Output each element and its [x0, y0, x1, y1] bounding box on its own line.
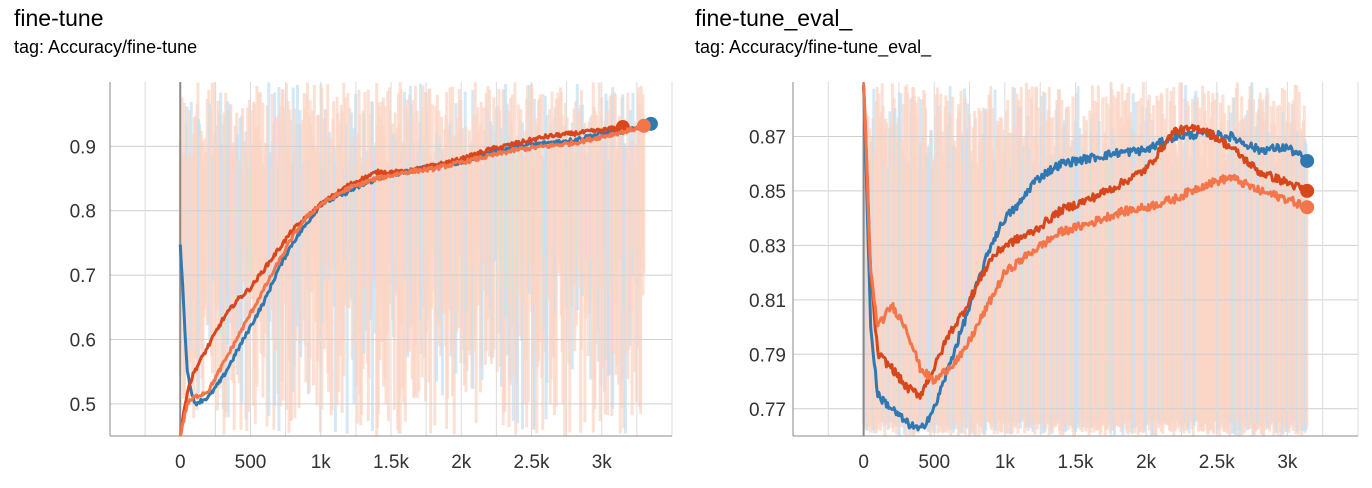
x-tick-label: 2.5k: [514, 452, 550, 473]
series-end-marker: [636, 118, 651, 133]
x-tick-label: 3k: [1277, 452, 1298, 473]
x-tick-label: 2k: [451, 452, 472, 473]
y-tick-label: 0.7: [70, 266, 96, 287]
x-tick-label: 2k: [1136, 452, 1157, 473]
x-tick-label: 3k: [592, 452, 613, 473]
x-tick-label: 500: [918, 452, 950, 473]
series-line: [862, 85, 1309, 432]
chart-title: fine-tune: [14, 5, 104, 31]
y-tick-label: 0.81: [749, 291, 786, 312]
series-end-marker: [1300, 153, 1315, 168]
series-line: [862, 83, 1308, 385]
chart-panel-fine-tune-eval: fine-tune_eval_ tag: Accuracy/fine-tune_…: [686, 0, 1372, 488]
x-tick-label: 500: [235, 452, 267, 473]
series-end-marker: [1300, 183, 1315, 198]
chart-subtitle: tag: Accuracy/fine-tune: [14, 37, 198, 57]
x-tick-label: 1k: [995, 452, 1016, 473]
series-line: [862, 85, 1308, 400]
x-tick-label: 1k: [311, 452, 332, 473]
y-tick-label: 0.87: [749, 127, 786, 148]
y-tick-label: 0.6: [70, 330, 96, 351]
series-end-marker: [1300, 200, 1315, 215]
grid: [792, 82, 1359, 436]
chart-plot: 0.5 0.6 0.7 0.8 0.9 0 500 1k 1.5k 2k 2.5k 3k: [70, 82, 673, 473]
y-tick-label: 0.79: [749, 345, 786, 366]
chart-title: fine-tune_eval_: [695, 5, 853, 31]
chart-subtitle: tag: Accuracy/fine-tune_eval_: [695, 37, 932, 57]
chart-plot: 0.77 0.79 0.81 0.83 0.85 0.87 0 500 1k 1.5k 2k 2.5k…: [749, 82, 1359, 473]
y-tick-label: 0.85: [749, 182, 786, 203]
y-tick-label: 0.9: [70, 137, 96, 158]
y-tick-label: 0.8: [70, 202, 96, 223]
chart-panel-fine-tune: fine-tune tag: Accuracy/fine-tune 0.5 0.6…: [14, 5, 673, 473]
series-line: [178, 123, 645, 436]
y-tick-label: 0.83: [749, 236, 786, 257]
y-tick-label: 0.77: [749, 400, 786, 421]
x-tick-label: 0: [175, 452, 186, 473]
x-tick-label: 2.5k: [1199, 452, 1235, 473]
x-tick-label: 1.5k: [373, 452, 409, 473]
x-tick-label: 1.5k: [1058, 452, 1094, 473]
x-tick-label: 0: [858, 452, 869, 473]
raw-data-backdrop: [862, 82, 1309, 436]
y-tick-label: 0.5: [70, 395, 96, 416]
